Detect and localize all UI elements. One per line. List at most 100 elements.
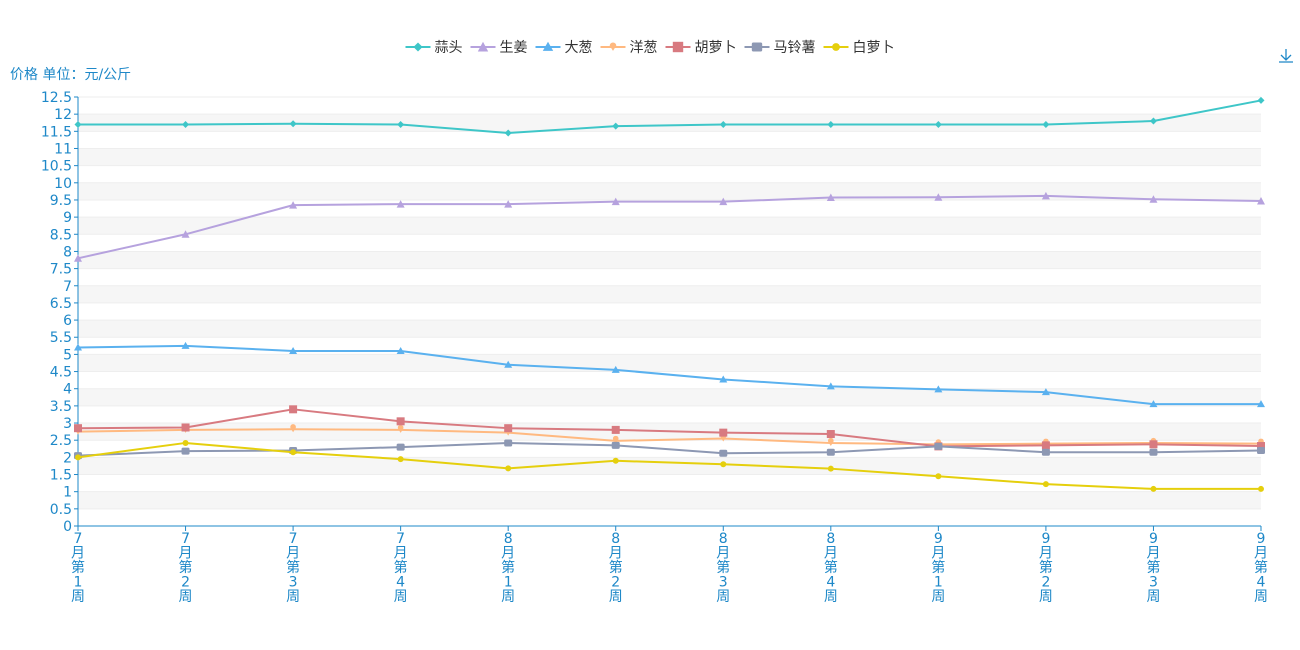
data-point [182, 120, 190, 128]
y-tick-label: 0.5 [50, 502, 72, 518]
y-axis-label: 价格 单位：元/公斤 [10, 67, 131, 83]
data-point [74, 254, 82, 262]
series-line [78, 99, 1262, 135]
data-point [181, 230, 190, 238]
grid-band [78, 165, 1261, 183]
x-tick-label: 7 月第 4 周 [394, 531, 408, 605]
y-tick-label: 2.5 [50, 433, 72, 449]
data-point [396, 443, 405, 451]
data-point [1042, 120, 1050, 128]
data-point [396, 200, 405, 208]
legend-label: 大葱 [565, 40, 593, 56]
grid-band [78, 354, 1261, 372]
series-line [77, 441, 1261, 490]
y-tick-label: 6 [63, 313, 72, 329]
data-point [1257, 442, 1265, 451]
y-tick-label: 1.5 [50, 468, 72, 484]
legend-marker [477, 41, 489, 52]
data-point [289, 201, 298, 209]
data-point [611, 197, 620, 206]
x-tick-label: 7 月第 2 周 [179, 531, 193, 605]
series-line [77, 408, 1262, 448]
legend-item: 大葱 [535, 40, 593, 56]
grid-band [78, 491, 1261, 509]
series-line [77, 194, 1262, 260]
grid-band [78, 114, 1261, 132]
grid-band [78, 508, 1261, 526]
x-tick-label: 9 月第 4 周 [1254, 531, 1268, 605]
data-point [1041, 441, 1050, 450]
series-0 [74, 96, 1265, 137]
legend-marker [832, 43, 840, 51]
grid-band [78, 320, 1261, 338]
data-point [1258, 485, 1264, 492]
y-tick-label: 5.5 [50, 330, 72, 346]
x-tick-label: 8 月第 3 周 [716, 531, 730, 605]
y-tick-label: 0 [63, 519, 72, 535]
data-point [612, 122, 620, 130]
legend-label: 蒜头 [435, 40, 463, 56]
data-point [720, 461, 727, 468]
series-2 [74, 341, 1265, 408]
legend-item: 白萝卜 [823, 40, 895, 56]
data-point [504, 360, 513, 368]
data-point [826, 430, 835, 439]
data-point [290, 449, 297, 456]
data-point [1257, 446, 1265, 454]
series-6 [75, 439, 1264, 492]
data-point [1042, 481, 1049, 488]
data-point [826, 382, 835, 390]
grid-band [78, 474, 1261, 492]
legend-marker [542, 41, 554, 51]
x-tick-label: 7 月第 1 周 [71, 531, 85, 605]
data-point [396, 417, 405, 426]
y-tick-label: 8 [63, 244, 72, 260]
data-point [611, 441, 620, 449]
grid-band [78, 285, 1261, 303]
grid-band [78, 182, 1261, 200]
series-line [77, 344, 1261, 406]
data-point [74, 424, 82, 433]
data-point [182, 439, 189, 446]
legend-label: 白萝卜 [853, 40, 895, 56]
grid-band [78, 97, 1261, 115]
series-layer [74, 96, 1265, 492]
data-point [289, 405, 298, 414]
grid-band [78, 148, 1261, 166]
data-point [1149, 440, 1158, 449]
legend-marker [413, 42, 423, 52]
grid-band [78, 405, 1261, 424]
data-point [827, 465, 834, 472]
series-4 [74, 405, 1265, 451]
y-tick-label: 12 [54, 107, 72, 123]
data-point [827, 120, 835, 128]
data-point [504, 200, 513, 208]
data-point [1257, 400, 1265, 408]
y-tick-label: 5 [63, 347, 72, 363]
grid-band [78, 388, 1261, 406]
grid-band [78, 131, 1261, 149]
data-point [1041, 448, 1050, 456]
data-point [828, 437, 834, 446]
y-tick-label: 1 [63, 485, 72, 501]
data-point [1257, 196, 1265, 205]
legend-label: 洋葱 [630, 40, 658, 56]
y-tick-label: 4 [63, 382, 72, 398]
data-point [611, 365, 620, 373]
grid-band [78, 268, 1261, 286]
y-tick-label: 12.5 [41, 90, 72, 106]
x-tick-label: 8 月第 2 周 [609, 531, 623, 605]
y-tick-label: 8.5 [50, 227, 72, 243]
data-point [504, 424, 513, 433]
y-tick-label: 3.5 [50, 399, 72, 415]
data-point [934, 385, 943, 393]
download-button[interactable] [1276, 46, 1296, 66]
data-point [397, 456, 404, 463]
grid-band [78, 337, 1261, 355]
data-point [934, 193, 943, 201]
data-point [289, 120, 297, 128]
data-point [504, 129, 512, 137]
data-point [934, 120, 942, 128]
legend: 蒜头 生姜 大葱 洋葱 胡萝卜 马铃薯 白萝卜 [405, 40, 895, 56]
